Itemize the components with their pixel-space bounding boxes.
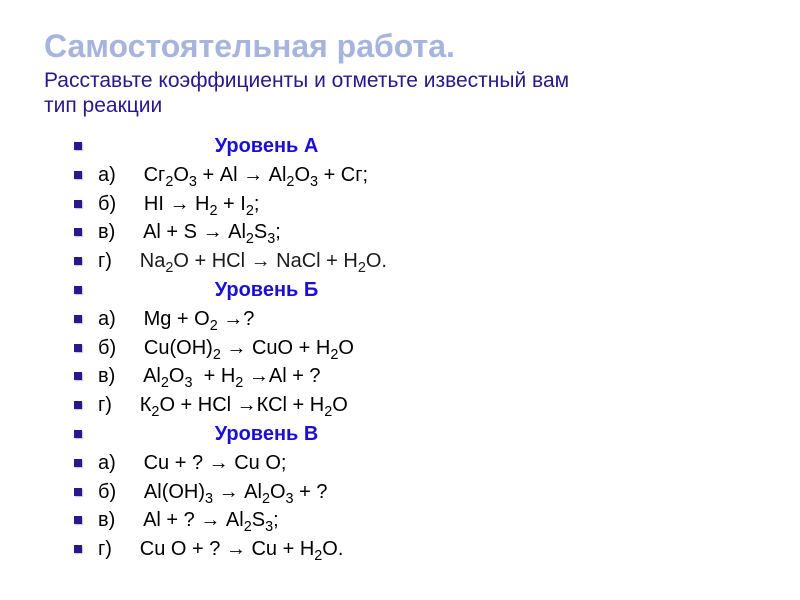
bullet-icon — [74, 372, 82, 380]
equation-letter: б) — [98, 335, 116, 362]
level-label: Уровень А — [98, 133, 318, 160]
level-header-row: Уровень В — [74, 421, 760, 448]
equation-row: б) Аl(ОН)3 → Аl2О3 + ? — [74, 479, 760, 506]
equation-row: а) Сu + ? → Сu О; — [74, 450, 760, 477]
bullet-icon — [74, 430, 82, 438]
equation-content: б) Сu(ОН)2 → СuО + Н2О — [98, 335, 354, 362]
equation-letter: в) — [98, 219, 115, 246]
equation-row: в) Аl2О3 + Н2 →Аl + ? — [74, 363, 760, 390]
equation-text: Аl + S → Аl2S3; — [143, 219, 281, 246]
bullet-icon — [74, 315, 82, 323]
page-title: Самостоятельная работа. — [44, 28, 760, 66]
equation-text: Сu(ОН)2 → СuО + Н2О — [144, 335, 354, 362]
bullet-icon — [74, 286, 82, 294]
equation-content: г) Сu О + ? → Сu + Н2О. — [98, 536, 343, 563]
equation-letter: г) — [98, 392, 112, 419]
equation-content: в) Аl2О3 + Н2 →Аl + ? — [98, 363, 321, 390]
equation-content: а) Сг2О3 + Аl → Аl2О3 + Сг; — [98, 162, 368, 189]
equation-content: г) Nа2О + НСl → NаСl + Н2О. — [98, 248, 387, 275]
bullet-icon — [74, 171, 82, 179]
equation-content: г) К2О + НСl →КСl + Н2О — [98, 392, 348, 419]
page-subtitle: Расставьте коэффициенты и отметьте извес… — [44, 68, 760, 119]
equation-letter: а) — [98, 162, 116, 189]
equation-row: г) Сu О + ? → Сu + Н2О. — [74, 536, 760, 563]
equation-letter: б) — [98, 191, 116, 218]
equation-text: Сu О + ? → Сu + Н2О. — [140, 536, 344, 563]
bullet-icon — [74, 459, 82, 467]
reaction-list: Уровень Аа) Сг2О3 + Аl → Аl2О3 + Сг;б) Н… — [74, 133, 760, 563]
bullet-icon — [74, 344, 82, 352]
equation-letter: а) — [98, 306, 116, 333]
equation-row: в) Аl + ? → Аl2S3; — [74, 507, 760, 534]
equation-row: б) Сu(ОН)2 → СuО + Н2О — [74, 335, 760, 362]
equation-content: а) Сu + ? → Сu О; — [98, 450, 286, 477]
bullet-icon — [74, 228, 82, 236]
equation-text: Nа2О + НСl → NаСl + Н2О. — [140, 248, 387, 275]
subtitle-line-1: Расставьте коэффициенты и отметьте извес… — [44, 69, 569, 92]
bullet-icon — [74, 516, 82, 524]
level-label: Уровень Б — [98, 277, 318, 304]
bullet-icon — [74, 401, 82, 409]
subtitle-line-2: тип реакции — [44, 94, 162, 117]
equation-text: Аl2О3 + Н2 →Аl + ? — [143, 363, 320, 390]
equation-text: Мg + О2 →? — [144, 306, 255, 333]
equation-text: Сu + ? → Сu О; — [144, 450, 287, 477]
equation-letter: в) — [98, 507, 115, 534]
level-label: Уровень В — [98, 421, 318, 448]
equation-text: Сг2О3 + Аl → Аl2О3 + Сг; — [144, 162, 369, 189]
equation-letter: а) — [98, 450, 116, 477]
equation-letter: г) — [98, 536, 112, 563]
equation-row: б) НI → Н2 + I2; — [74, 191, 760, 218]
equation-content: б) Аl(ОН)3 → Аl2О3 + ? — [98, 479, 327, 506]
equation-content: б) НI → Н2 + I2; — [98, 191, 259, 218]
equation-row: в) Аl + S → Аl2S3; — [74, 219, 760, 246]
equation-letter: б) — [98, 479, 116, 506]
equation-text: Аl + ? → Аl2S3; — [143, 507, 279, 534]
bullet-icon — [74, 488, 82, 496]
equation-content: в) Аl + S → Аl2S3; — [98, 219, 281, 246]
equation-row: а) Сг2О3 + Аl → Аl2О3 + Сг; — [74, 162, 760, 189]
slide-container: Самостоятельная работа. Расставьте коэфф… — [0, 0, 800, 585]
equation-text: Аl(ОН)3 → Аl2О3 + ? — [144, 479, 328, 506]
equation-content: а) Мg + О2 →? — [98, 306, 254, 333]
level-header-row: Уровень А — [74, 133, 760, 160]
equation-text: НI → Н2 + I2; — [144, 191, 260, 218]
equation-row: а) Мg + О2 →? — [74, 306, 760, 333]
bullet-icon — [74, 545, 82, 553]
bullet-icon — [74, 257, 82, 265]
equation-row: г) Nа2О + НСl → NаСl + Н2О. — [74, 248, 760, 275]
equation-text: К2О + НСl →КСl + Н2О — [140, 392, 348, 419]
equation-content: в) Аl + ? → Аl2S3; — [98, 507, 279, 534]
bullet-icon — [74, 142, 82, 150]
level-header-row: Уровень Б — [74, 277, 760, 304]
equation-row: г) К2О + НСl →КСl + Н2О — [74, 392, 760, 419]
equation-letter: в) — [98, 363, 115, 390]
bullet-icon — [74, 200, 82, 208]
equation-letter: г) — [98, 248, 112, 275]
